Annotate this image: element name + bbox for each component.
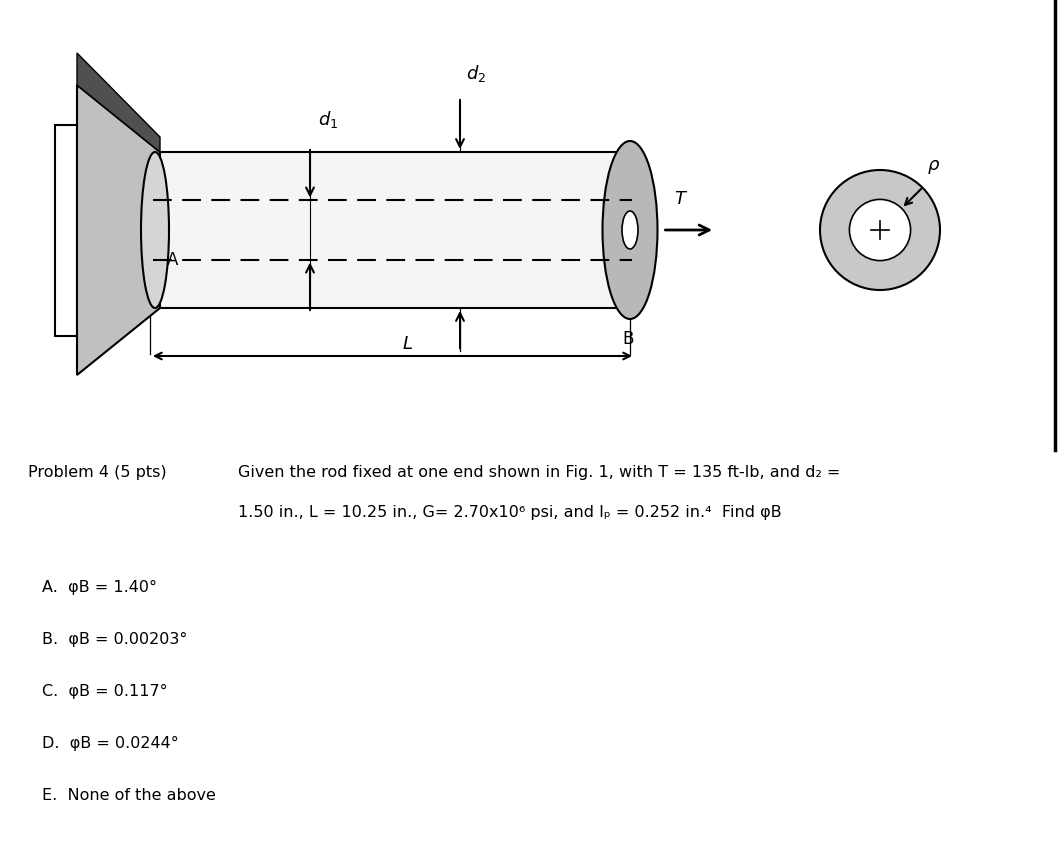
Text: Given the rod fixed at one end shown in Fig. 1, with T = 135 ft-lb, and d₂ =: Given the rod fixed at one end shown in … (238, 465, 841, 480)
Text: B.  φB = 0.00203°: B. φB = 0.00203° (43, 632, 187, 647)
Text: C.  φB = 0.117°: C. φB = 0.117° (43, 684, 168, 699)
Circle shape (820, 170, 940, 290)
Ellipse shape (622, 211, 638, 249)
FancyBboxPatch shape (155, 152, 630, 308)
FancyBboxPatch shape (55, 125, 77, 336)
Polygon shape (77, 85, 161, 375)
Text: $d_1$: $d_1$ (318, 109, 338, 130)
Ellipse shape (603, 141, 658, 319)
Text: B: B (622, 330, 634, 348)
Text: Problem 4 (5 pts): Problem 4 (5 pts) (28, 465, 167, 480)
Ellipse shape (141, 152, 169, 308)
Text: A: A (167, 251, 179, 269)
Circle shape (849, 200, 911, 261)
Text: E.  None of the above: E. None of the above (43, 788, 216, 803)
Text: $d_2$: $d_2$ (466, 63, 486, 84)
Polygon shape (77, 53, 161, 152)
Text: T: T (675, 190, 686, 208)
Text: D.  φB = 0.0244°: D. φB = 0.0244° (43, 736, 179, 751)
Text: L: L (403, 335, 412, 353)
Text: $\rho$: $\rho$ (927, 158, 940, 176)
Text: A.  φB = 1.40°: A. φB = 1.40° (43, 580, 157, 595)
Text: 1.50 in., L = 10.25 in., G= 2.70x10⁶ psi, and Iₚ = 0.252 in.⁴  Find φB: 1.50 in., L = 10.25 in., G= 2.70x10⁶ psi… (238, 505, 781, 520)
